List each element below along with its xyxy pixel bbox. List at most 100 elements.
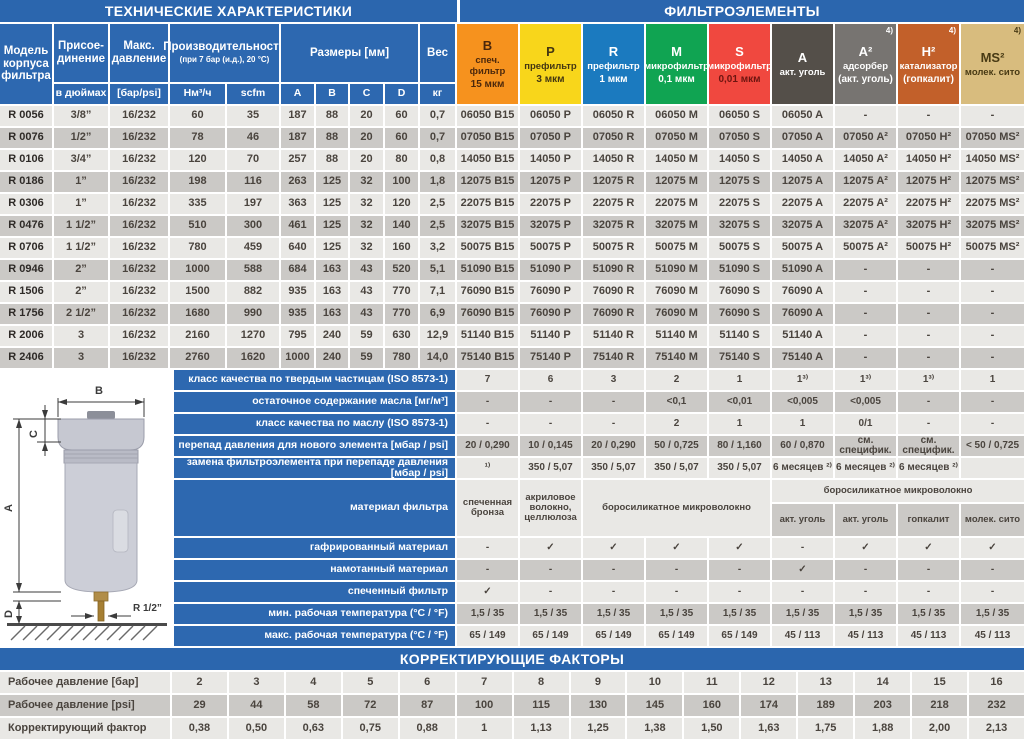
spec-value-cell: -	[646, 582, 707, 602]
footnote-marker: 4)	[885, 26, 893, 35]
tech-value-cell: 3/8”	[54, 106, 108, 126]
spec-row-label: спеченный фильтр	[174, 582, 455, 602]
tech-value-cell: 88	[316, 150, 348, 170]
spec-value-cell: 350 / 5,07	[520, 458, 581, 478]
correction-value-cell: 115	[513, 695, 569, 716]
element-code-cell: -	[961, 282, 1024, 302]
tech-value-cell: 2160	[170, 326, 225, 346]
correction-row-label: Рабочее давление [psi]	[0, 695, 170, 716]
element-code-cell: -	[898, 348, 959, 368]
element-code-cell: 07050 H²	[898, 128, 959, 148]
element-micron-rating: 1 мкм	[599, 73, 628, 85]
element-code-cell: -	[961, 326, 1024, 346]
spec-row-label: замена фильтроэлемента при перепаде давл…	[174, 456, 455, 479]
element-code-cell: 76090 M	[646, 282, 707, 302]
element-code-cell: 06050 S	[709, 106, 770, 126]
spec-value-cell: ✓	[898, 538, 959, 558]
subheader-inches: в дюймах	[54, 84, 108, 104]
element-code-cell: -	[961, 106, 1024, 126]
spec-value-cell: -	[898, 560, 959, 580]
spec-value-cell: 1,5 / 35	[583, 604, 644, 624]
tech-value-cell: 1000	[170, 260, 225, 280]
spec-value-cell: -	[457, 560, 518, 580]
element-code-cell: 51090 B15	[457, 260, 518, 280]
spec-value-cell: см. специфик.	[835, 435, 896, 456]
correction-value-cell: 0,38	[172, 718, 227, 739]
tech-specs-title: ТЕХНИЧЕСКИЕ ХАРАКТЕРИСТИКИ	[0, 0, 457, 22]
spec-value-cell: 1,5 / 35	[457, 604, 518, 624]
tech-value-cell: 35	[227, 106, 279, 126]
element-code-cell: 07050 S	[709, 128, 770, 148]
spec-row-label: остаточное содержание масла [мг/м³]	[174, 392, 455, 412]
spec-value-cell: 45 / 113	[835, 626, 896, 646]
spec-value-cell: -	[961, 582, 1024, 602]
spec-value-cell: 6 месяцев ²⁾	[772, 458, 833, 478]
tech-value-cell: 240	[316, 326, 348, 346]
model-cell: R 0946	[0, 260, 52, 280]
correction-value-cell: 8	[513, 672, 569, 693]
tech-value-cell: 1 1/2”	[54, 238, 108, 258]
correction-value-cell: 13	[798, 672, 854, 693]
spec-value-cell: ✓	[646, 538, 707, 558]
tech-value-cell: 163	[316, 282, 348, 302]
element-desc: адсорбер	[842, 60, 889, 72]
tech-value-cell: 3	[54, 326, 108, 346]
tech-value-cell: 60	[385, 128, 418, 148]
element-code-cell: 14050 MS²	[961, 150, 1024, 170]
spec-value-cell: ✓	[835, 538, 896, 558]
spec-value-cell: -	[709, 560, 770, 580]
element-code-cell: 06050 B15	[457, 106, 518, 126]
element-code-cell: -	[835, 348, 896, 368]
element-code-cell: 50075 S	[709, 238, 770, 258]
col-header-dimensions: Размеры [мм]	[281, 24, 418, 82]
spec-value-cell: 65 / 149	[583, 626, 644, 646]
tech-value-cell: 935	[281, 304, 314, 324]
col-header-connection: Присое- динение	[54, 24, 108, 82]
material-cell-merged: боросиликатное микроволокно	[772, 480, 1024, 502]
element-code-cell: -	[898, 260, 959, 280]
tech-value-cell: 770	[385, 304, 418, 324]
tech-value-cell: 16/232	[110, 150, 168, 170]
tech-value-cell: 2”	[54, 282, 108, 302]
element-code-cell: 06050 R	[583, 106, 644, 126]
correction-value-cell: 2,13	[969, 718, 1024, 739]
tech-value-cell: 88	[316, 128, 348, 148]
tech-value-cell: 16/232	[110, 128, 168, 148]
tech-value-cell: 0,7	[420, 128, 455, 148]
element-desc: префильтр	[524, 60, 577, 72]
tech-value-cell: 125	[316, 194, 348, 214]
spec-value-cell: ✓	[961, 538, 1024, 558]
tech-value-cell: 2 1/2”	[54, 304, 108, 324]
tech-value-cell: 1000	[281, 348, 314, 368]
spec-value-cell: 65 / 149	[520, 626, 581, 646]
correction-row-label: Корректирующий фактор	[0, 718, 170, 739]
element-code-cell: 14050 A	[772, 150, 833, 170]
element-code-cell: 50075 MS²	[961, 238, 1024, 258]
spec-row-label: мин. рабочая температура (°C / °F)	[174, 604, 455, 624]
spec-value-cell: -	[520, 414, 581, 434]
tech-value-cell: 16/232	[110, 172, 168, 192]
element-code-cell: 50075 H²	[898, 238, 959, 258]
tech-value-cell: 16/232	[110, 326, 168, 346]
tech-value-cell: 3/4”	[54, 150, 108, 170]
tech-value-cell: 263	[281, 172, 314, 192]
spec-row-label: материал фильтра	[174, 480, 455, 536]
tech-value-cell: 684	[281, 260, 314, 280]
correction-title-row: КОРРЕКТИРУЮЩИЕ ФАКТОРЫ	[0, 648, 1024, 670]
spec-value-cell: -	[709, 582, 770, 602]
element-code-cell: 07050 P	[520, 128, 581, 148]
element-code-cell: 51140 S	[709, 326, 770, 346]
correction-value-cell: 14	[855, 672, 911, 693]
tech-value-cell: 3,2	[420, 238, 455, 258]
spec-value-cell: 50 / 0,725	[646, 436, 707, 456]
spec-value-cell: -	[520, 560, 581, 580]
element-code: MS²	[980, 50, 1005, 65]
spec-value-cell: 0/1	[835, 414, 896, 434]
spec-value-cell: -	[898, 414, 959, 434]
element-code-cell: -	[898, 326, 959, 346]
tech-value-cell: 588	[227, 260, 279, 280]
element-code-cell: 14050 R	[583, 150, 644, 170]
element-code-cell: 14050 B15	[457, 150, 518, 170]
